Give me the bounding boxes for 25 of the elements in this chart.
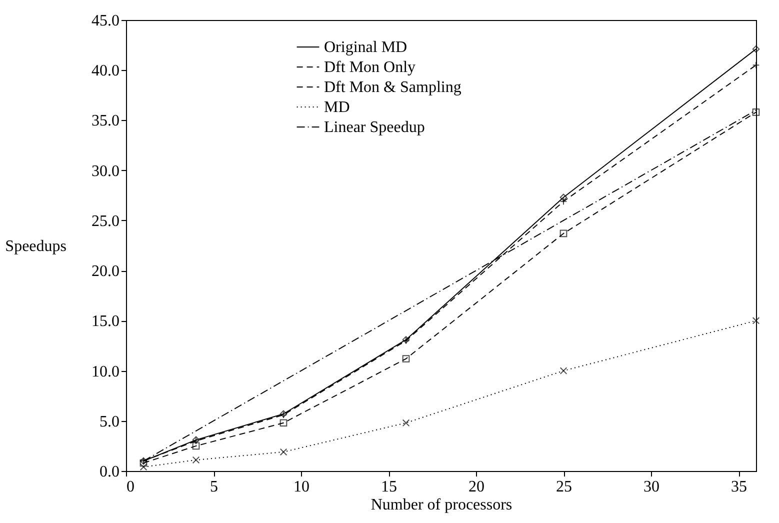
x-tick-label: 35 <box>731 478 747 496</box>
x-tick-label: 5 <box>210 478 218 496</box>
y-tick-label: 15.0 <box>92 313 120 330</box>
legend-label: Original MD <box>324 39 408 56</box>
y-tick-label: 45.0 <box>92 12 120 30</box>
y-tick-label: 5.0 <box>100 413 120 430</box>
legend-label: Linear Speedup <box>324 119 425 136</box>
y-tick-label: 30.0 <box>92 162 120 180</box>
x-tick-label: 10 <box>294 478 310 496</box>
y-tick-label: 0.0 <box>100 464 120 480</box>
legend-label: Dft Mon & Sampling <box>324 79 462 96</box>
x-tick-label: 20 <box>468 478 484 496</box>
x-tick-label: 30 <box>644 478 660 496</box>
legend-label: Dft Mon Only <box>324 59 416 76</box>
y-tick-label: 10.0 <box>92 363 120 380</box>
legend-label: MD <box>324 99 350 116</box>
y-tick-label: 20.0 <box>92 263 120 280</box>
x-tick-label: 25 <box>556 478 572 496</box>
x-axis-title: Number of processors <box>370 496 512 514</box>
x-tick-label: 0 <box>126 478 134 496</box>
y-tick-label: 40.0 <box>92 62 120 80</box>
y-axis-title: Speedups <box>5 238 66 255</box>
x-tick-label: 15 <box>381 478 397 496</box>
y-tick-label: 25.0 <box>92 212 120 230</box>
y-tick-label: 35.0 <box>92 112 120 130</box>
